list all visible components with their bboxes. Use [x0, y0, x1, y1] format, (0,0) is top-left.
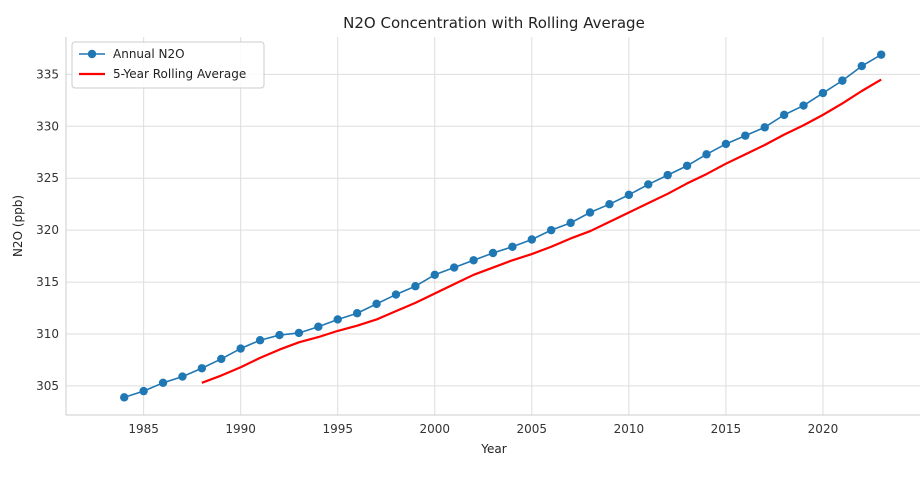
legend-label-rolling-average: 5-Year Rolling Average: [113, 67, 246, 81]
x-tick-label: 1995: [322, 422, 353, 436]
data-point-annual-n2o: [527, 235, 537, 244]
y-tick-label: 335: [36, 67, 59, 81]
y-tick-label: 330: [36, 119, 59, 133]
data-point-annual-n2o: [876, 50, 886, 59]
data-point-annual-n2o: [314, 322, 323, 331]
y-tick-label: 310: [36, 327, 59, 341]
data-point-annual-n2o: [644, 180, 653, 189]
x-tick-label: 2010: [614, 422, 645, 436]
grid: [66, 37, 920, 415]
data-point-annual-n2o: [275, 330, 284, 340]
x-tick-label: 2015: [711, 422, 742, 436]
data-point-annual-n2o: [547, 225, 556, 235]
data-point-annual-n2o: [372, 299, 381, 309]
data-point-annual-n2o: [799, 101, 808, 110]
data-point-annual-n2o: [333, 315, 342, 324]
data-point-annual-n2o: [449, 263, 459, 272]
data-point-annual-n2o: [779, 110, 789, 120]
data-point-annual-n2o: [566, 218, 575, 228]
data-point-annual-n2o: [158, 378, 168, 388]
y-tick-label: 320: [36, 223, 59, 237]
data-point-annual-n2o: [391, 290, 401, 299]
data-point-annual-n2o: [352, 309, 362, 318]
y-axis-label: N2O (ppb): [11, 195, 25, 257]
data-point-annual-n2o: [702, 150, 711, 159]
x-axis-label: Year: [480, 442, 506, 456]
data-point-annual-n2o: [411, 282, 420, 291]
y-tick-label: 305: [36, 379, 59, 393]
data-point-annual-n2o: [217, 354, 226, 364]
series-line-rolling-average: [201, 78, 882, 384]
y-axis-ticks: 305 310 315 320 325 330 335: [36, 67, 59, 393]
data-point-annual-n2o: [430, 270, 439, 280]
data-point-annual-n2o: [605, 199, 614, 209]
y-tick-label: 325: [36, 171, 59, 185]
data-point-annual-n2o: [721, 139, 731, 149]
x-axis-ticks: 1985 1990 1995 2000 2005 2010 2015 2020: [128, 422, 838, 436]
data-point-annual-n2o: [818, 88, 828, 98]
data-point-annual-n2o: [682, 161, 692, 170]
data-point-annual-n2o: [663, 170, 672, 180]
x-tick-label: 1990: [225, 422, 256, 436]
data-point-annual-n2o: [197, 364, 207, 373]
data-point-annual-n2o: [294, 328, 304, 338]
legend-marker-annual-n2o: [87, 49, 97, 59]
data-point-annual-n2o: [178, 372, 187, 381]
series-line-annual-n2o: [123, 53, 882, 399]
data-point-annual-n2o: [120, 393, 129, 402]
data-point-annual-n2o: [508, 242, 517, 251]
y-tick-label: 315: [36, 275, 59, 289]
data-point-annual-n2o: [624, 190, 634, 200]
x-tick-label: 2005: [517, 422, 548, 436]
legend-box: [71, 41, 265, 89]
legend-label-annual-n2o: Annual N2O: [113, 47, 185, 61]
data-point-annual-n2o: [857, 61, 866, 71]
data-point-annual-n2o: [139, 386, 148, 396]
axes-frame: [65, 37, 920, 416]
data-point-annual-n2o: [236, 344, 245, 353]
data-point-annual-n2o: [488, 248, 498, 258]
data-point-annual-n2o: [585, 208, 595, 217]
x-tick-label: 1985: [128, 422, 159, 436]
x-tick-label: 2020: [808, 422, 839, 436]
x-tick-label: 2000: [419, 422, 450, 436]
plot-area: [120, 50, 886, 402]
data-point-annual-n2o: [469, 256, 478, 265]
data-point-annual-n2o: [255, 336, 265, 345]
legend: Annual N2O 5-Year Rolling Average: [71, 41, 265, 89]
data-point-annual-n2o: [741, 131, 750, 140]
data-point-annual-n2o: [760, 123, 769, 132]
data-point-annual-n2o: [838, 76, 847, 85]
chart-title: N2O Concentration with Rolling Average: [343, 14, 645, 32]
